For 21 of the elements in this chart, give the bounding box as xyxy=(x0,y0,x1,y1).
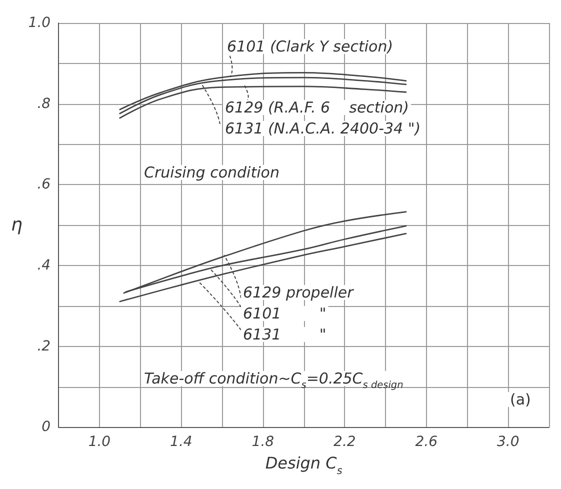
annotation: 6131 " xyxy=(243,326,326,344)
annotation: 6129 propeller xyxy=(243,284,354,302)
x-tick-label: 2.2 xyxy=(334,434,356,450)
annotation: Cruising condition xyxy=(144,164,280,182)
x-tick-label: 1.8 xyxy=(252,434,274,450)
annotation: 6131 (N.A.C.A. 2400-34 ") xyxy=(225,120,421,138)
x-tick-label: 2.6 xyxy=(415,434,438,450)
y-tick-label: .8 xyxy=(37,96,51,112)
x-tick-label: 1.4 xyxy=(170,434,192,450)
y-tick-label: .6 xyxy=(37,176,51,193)
annotation: 6129 (R.A.F. 6 section) xyxy=(225,98,410,116)
y-tick-label: .2 xyxy=(37,338,51,354)
x-tick-label: 3.0 xyxy=(497,434,520,450)
annotation: 6101 (Clark Y section) xyxy=(227,38,394,56)
y-tick-label: 1.0 xyxy=(28,15,51,31)
x-tick-label: 1.0 xyxy=(88,434,111,450)
y-tick-label: .4 xyxy=(37,258,51,274)
y-axis-title: η xyxy=(10,214,22,236)
annotation: (a) xyxy=(510,390,531,408)
annotation: 6101 " xyxy=(243,304,326,322)
y-tick-label: 0 xyxy=(42,419,51,436)
